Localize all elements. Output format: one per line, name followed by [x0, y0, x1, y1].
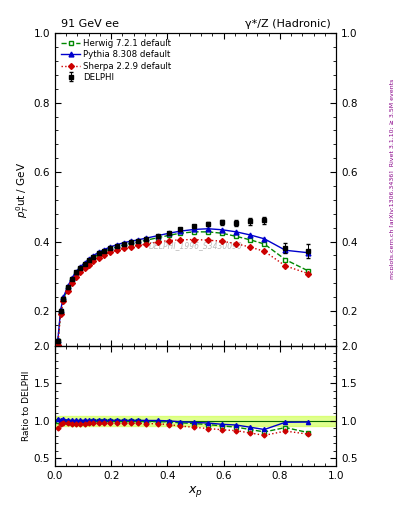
Sherpa 2.2.9 default — [102, 252, 107, 258]
Herwig 7.2.1 default — [206, 229, 211, 235]
Herwig 7.2.1 default — [114, 244, 119, 250]
Pythia 8.308 default — [82, 260, 87, 266]
Pythia 8.308 default — [144, 235, 149, 241]
Legend: Herwig 7.2.1 default, Pythia 8.308 default, Sherpa 2.2.9 default, DELPHI: Herwig 7.2.1 default, Pythia 8.308 defau… — [59, 37, 173, 83]
Herwig 7.2.1 default — [102, 249, 107, 255]
Herwig 7.2.1 default — [144, 237, 149, 243]
Herwig 7.2.1 default — [78, 266, 83, 272]
Pythia 8.308 default — [283, 247, 288, 253]
Pythia 8.308 default — [102, 246, 107, 252]
Sherpa 2.2.9 default — [136, 242, 140, 248]
Herwig 7.2.1 default — [58, 309, 63, 315]
Pythia 8.308 default — [78, 264, 83, 270]
Pythia 8.308 default — [61, 294, 66, 300]
Text: γ*/Z (Hadronic): γ*/Z (Hadronic) — [245, 18, 331, 29]
Sherpa 2.2.9 default — [61, 298, 66, 304]
Pythia 8.308 default — [65, 283, 70, 289]
Y-axis label: Ratio to DELPHI: Ratio to DELPHI — [22, 371, 31, 441]
Pythia 8.308 default — [70, 275, 74, 282]
Sherpa 2.2.9 default — [65, 287, 70, 293]
Herwig 7.2.1 default — [74, 271, 79, 277]
Herwig 7.2.1 default — [192, 229, 196, 235]
Sherpa 2.2.9 default — [121, 245, 126, 251]
Herwig 7.2.1 default — [86, 259, 91, 265]
Sherpa 2.2.9 default — [70, 280, 74, 286]
Sherpa 2.2.9 default — [74, 273, 79, 280]
Sherpa 2.2.9 default — [248, 244, 253, 250]
Sherpa 2.2.9 default — [167, 238, 171, 244]
Sherpa 2.2.9 default — [155, 239, 160, 245]
Pythia 8.308 default — [136, 237, 140, 243]
Y-axis label: $p^0_T$ut / GeV: $p^0_T$ut / GeV — [14, 161, 31, 218]
Herwig 7.2.1 default — [82, 262, 87, 268]
Sherpa 2.2.9 default — [178, 237, 182, 243]
Herwig 7.2.1 default — [167, 232, 171, 239]
Sherpa 2.2.9 default — [58, 311, 63, 317]
Herwig 7.2.1 default — [121, 242, 126, 248]
Pythia 8.308 default — [167, 230, 171, 237]
Pythia 8.308 default — [86, 256, 91, 262]
Herwig 7.2.1 default — [55, 338, 60, 344]
Pythia 8.308 default — [306, 250, 310, 256]
Line: Pythia 8.308 default: Pythia 8.308 default — [55, 226, 310, 343]
Line: Sherpa 2.2.9 default: Sherpa 2.2.9 default — [56, 238, 310, 347]
Line: Herwig 7.2.1 default: Herwig 7.2.1 default — [55, 229, 310, 344]
Herwig 7.2.1 default — [65, 285, 70, 291]
Pythia 8.308 default — [58, 307, 63, 313]
Pythia 8.308 default — [107, 244, 112, 250]
Pythia 8.308 default — [55, 337, 60, 343]
Herwig 7.2.1 default — [70, 278, 74, 284]
Sherpa 2.2.9 default — [114, 247, 119, 253]
Herwig 7.2.1 default — [107, 246, 112, 252]
Sherpa 2.2.9 default — [96, 254, 101, 261]
Herwig 7.2.1 default — [283, 257, 288, 263]
Herwig 7.2.1 default — [234, 233, 239, 240]
Herwig 7.2.1 default — [248, 237, 253, 243]
Sherpa 2.2.9 default — [107, 249, 112, 255]
Herwig 7.2.1 default — [129, 240, 133, 246]
Text: DELPHI_1996_S3430090: DELPHI_1996_S3430090 — [149, 241, 242, 250]
Pythia 8.308 default — [129, 238, 133, 244]
Pythia 8.308 default — [192, 226, 196, 232]
Pythia 8.308 default — [220, 227, 224, 233]
Sherpa 2.2.9 default — [306, 270, 310, 276]
Text: 91 GeV ee: 91 GeV ee — [61, 18, 119, 29]
Herwig 7.2.1 default — [220, 230, 224, 237]
Bar — [55, 416, 336, 426]
Pythia 8.308 default — [248, 232, 253, 238]
Herwig 7.2.1 default — [178, 230, 182, 237]
Sherpa 2.2.9 default — [55, 342, 60, 348]
Pythia 8.308 default — [91, 253, 95, 259]
Sherpa 2.2.9 default — [129, 244, 133, 250]
Sherpa 2.2.9 default — [262, 248, 267, 254]
Herwig 7.2.1 default — [96, 251, 101, 258]
Pythia 8.308 default — [74, 269, 79, 275]
Pythia 8.308 default — [121, 240, 126, 246]
Sherpa 2.2.9 default — [206, 237, 211, 243]
Sherpa 2.2.9 default — [82, 265, 87, 271]
Pythia 8.308 default — [96, 249, 101, 255]
Pythia 8.308 default — [155, 232, 160, 239]
Pythia 8.308 default — [234, 229, 239, 235]
Pythia 8.308 default — [262, 236, 267, 242]
Sherpa 2.2.9 default — [192, 237, 196, 243]
Pythia 8.308 default — [206, 226, 211, 232]
Herwig 7.2.1 default — [136, 239, 140, 245]
Pythia 8.308 default — [114, 242, 119, 248]
Herwig 7.2.1 default — [155, 234, 160, 241]
Pythia 8.308 default — [178, 228, 182, 234]
X-axis label: $x_p$: $x_p$ — [188, 483, 203, 499]
Herwig 7.2.1 default — [306, 268, 310, 274]
Sherpa 2.2.9 default — [91, 258, 95, 264]
Sherpa 2.2.9 default — [144, 241, 149, 247]
Herwig 7.2.1 default — [61, 296, 66, 302]
Herwig 7.2.1 default — [91, 255, 95, 261]
Sherpa 2.2.9 default — [234, 241, 239, 247]
Sherpa 2.2.9 default — [86, 262, 91, 268]
Sherpa 2.2.9 default — [283, 263, 288, 269]
Sherpa 2.2.9 default — [78, 269, 83, 275]
Sherpa 2.2.9 default — [220, 238, 224, 244]
Herwig 7.2.1 default — [262, 241, 267, 247]
Text: mcplots.cern.ch [arXiv:1306.3436]  Rivet 3.1.10; ≥ 3.5M events: mcplots.cern.ch [arXiv:1306.3436] Rivet … — [390, 79, 393, 280]
